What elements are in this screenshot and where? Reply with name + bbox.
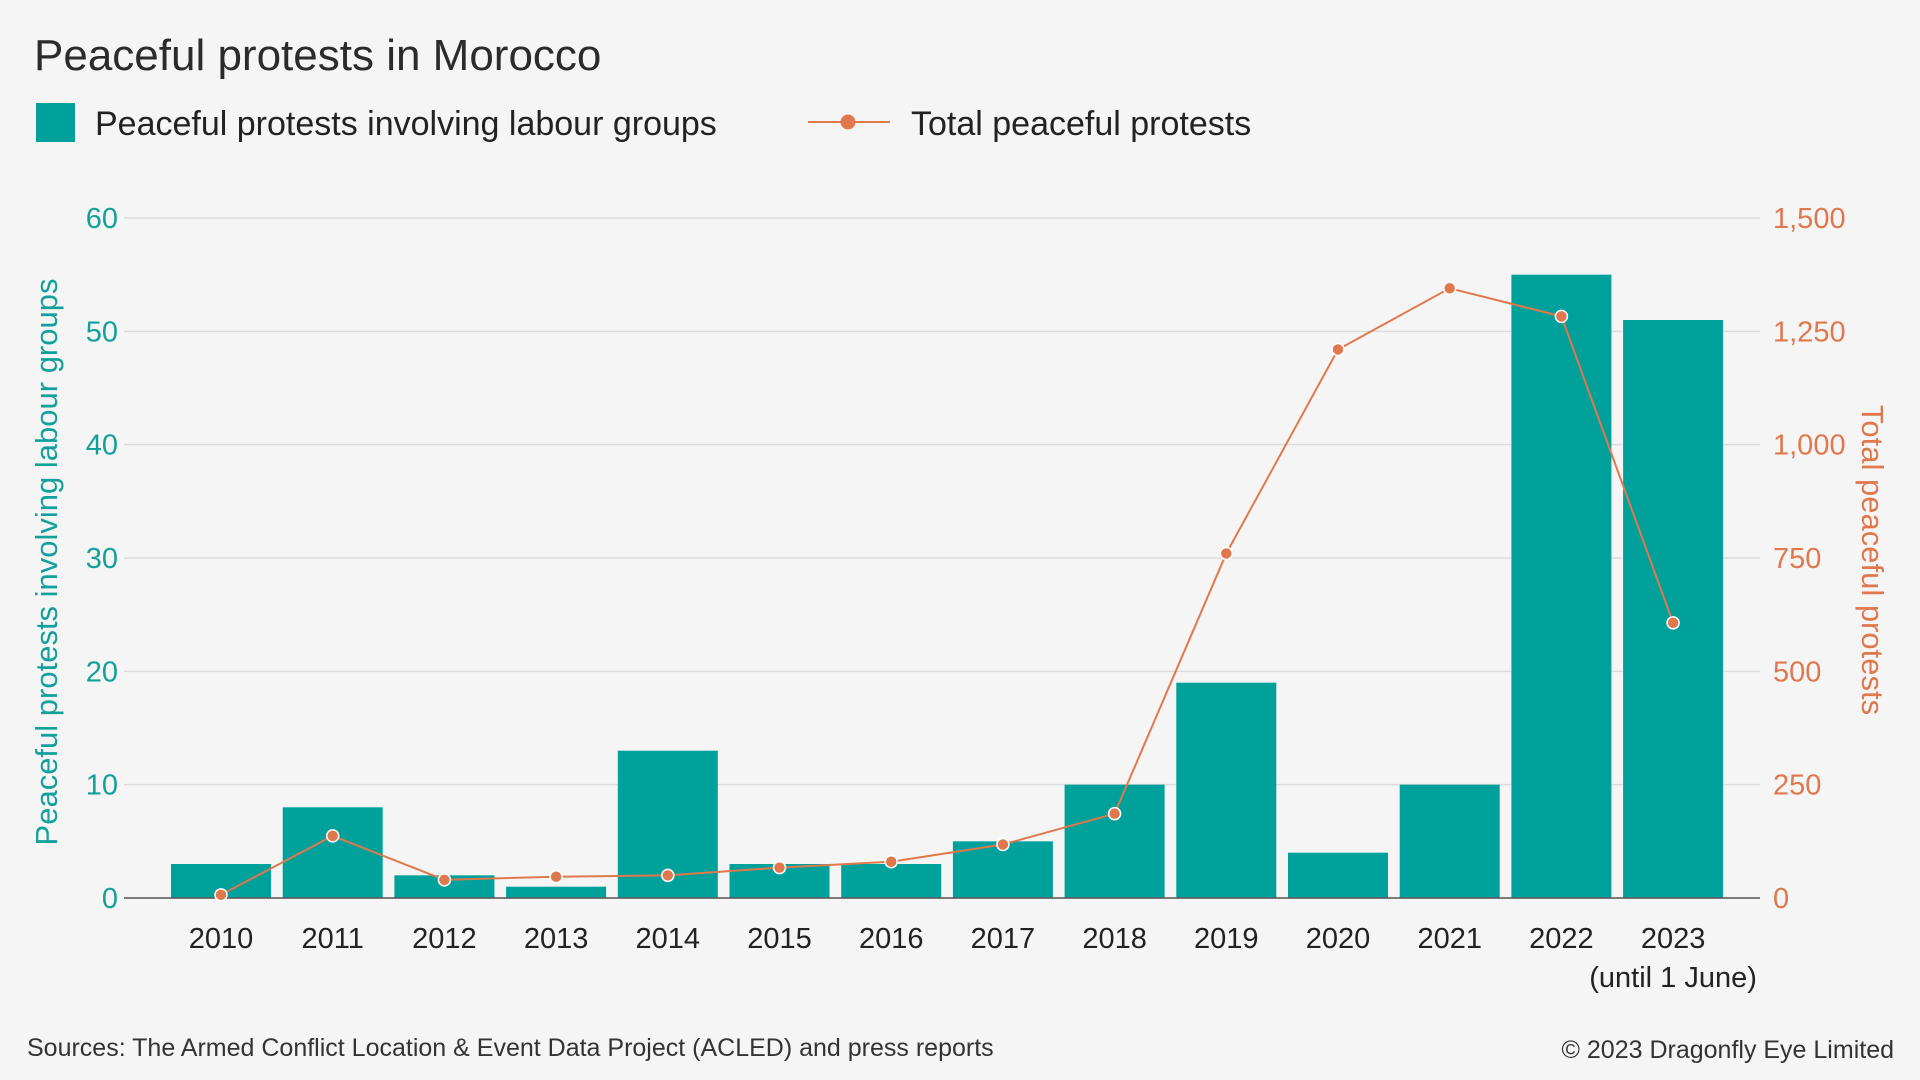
total-protests-line <box>220 287 1675 896</box>
line-point-2023 <box>1666 616 1680 630</box>
line-point-2021 <box>1442 281 1457 296</box>
line-point-2013 <box>549 869 563 884</box>
x-tick-label: 2023 <box>1641 923 1706 955</box>
left-tick-label: 0 <box>102 883 118 915</box>
line-point-2018 <box>1107 806 1122 821</box>
line-point-2020 <box>1331 342 1345 357</box>
x-tick-label: 2022 <box>1529 923 1594 955</box>
bar-2011 <box>282 807 383 898</box>
line-point-2016 <box>884 854 898 869</box>
right-tick-label: 1,250 <box>1773 316 1846 348</box>
legend: Peaceful protests involving labour group… <box>36 103 1251 143</box>
right-axis-ticks: 0 250 500 750 1,000 1,250 1,500 <box>1773 203 1846 915</box>
legend-label-total: Total peaceful protests <box>911 105 1251 143</box>
gridlines <box>124 217 1760 786</box>
x-tick-label: 2018 <box>1082 923 1147 955</box>
x-tick-label: 2020 <box>1306 923 1371 955</box>
x-tick-label: 2014 <box>636 923 701 955</box>
left-axis-ticks: 0 10 20 30 40 50 60 <box>86 203 118 915</box>
line-point-2011 <box>325 829 340 843</box>
left-axis-title: Peaceful protests involving labour group… <box>29 279 64 846</box>
right-tick-label: 750 <box>1773 543 1821 575</box>
bar-2019 <box>1176 682 1277 898</box>
line-series <box>214 281 1680 902</box>
right-tick-label: 0 <box>1773 883 1789 915</box>
chart-title: Peaceful protests in Morocco <box>34 31 601 80</box>
x-tick-sublabel: (until 1 June) <box>1589 962 1757 994</box>
x-tick-label: 2010 <box>189 923 254 955</box>
legend-bar-swatch <box>36 103 75 142</box>
sources-note: Sources: The Armed Conflict Location & E… <box>27 1034 994 1062</box>
bar-series <box>171 274 1724 899</box>
left-tick-label: 50 <box>86 316 118 348</box>
bar-2012 <box>394 875 495 898</box>
bar-2020 <box>1288 852 1388 898</box>
right-tick-label: 500 <box>1773 656 1821 688</box>
bar-2016 <box>841 864 942 898</box>
left-tick-label: 30 <box>86 543 118 575</box>
x-tick-label: 2019 <box>1194 923 1259 955</box>
line-point-2019 <box>1219 546 1234 561</box>
bar-2013 <box>506 886 607 898</box>
legend-line-marker <box>840 114 856 130</box>
legend-label-labour: Peaceful protests involving labour group… <box>95 105 717 143</box>
line-point-2015 <box>772 860 787 875</box>
line-point-2022 <box>1554 309 1569 324</box>
bar-2021 <box>1399 784 1500 898</box>
bar-2022 <box>1511 274 1612 899</box>
left-tick-label: 60 <box>86 203 118 235</box>
x-tick-label: 2013 <box>524 923 589 955</box>
left-tick-label: 40 <box>86 430 118 462</box>
right-tick-label: 250 <box>1773 770 1821 802</box>
right-axis-title: Total peaceful protests <box>1855 405 1890 715</box>
line-point-2012 <box>437 873 452 887</box>
x-axis-ticks: 2010 2011 2012 2013 2014 2015 2016 2017 2018 2019… <box>189 923 1757 994</box>
right-tick-label: 1,000 <box>1773 430 1846 462</box>
copyright-note: © 2023 Dragonfly Eye Limited <box>1562 1036 1894 1064</box>
x-tick-label: 2012 <box>412 923 477 955</box>
left-tick-label: 20 <box>86 656 118 688</box>
x-tick-label: 2021 <box>1417 923 1482 955</box>
line-point-2010 <box>214 888 228 902</box>
bar-2018 <box>1064 784 1165 898</box>
bar-2023 <box>1623 320 1724 898</box>
x-tick-label: 2017 <box>971 923 1036 955</box>
x-tick-label: 2016 <box>859 923 924 955</box>
left-tick-label: 10 <box>86 770 118 802</box>
line-point-2017 <box>996 837 1010 852</box>
x-tick-label: 2015 <box>747 923 812 955</box>
line-point-2014 <box>661 868 675 883</box>
x-tick-label: 2011 <box>302 923 364 955</box>
right-tick-label: 1,500 <box>1773 203 1846 235</box>
